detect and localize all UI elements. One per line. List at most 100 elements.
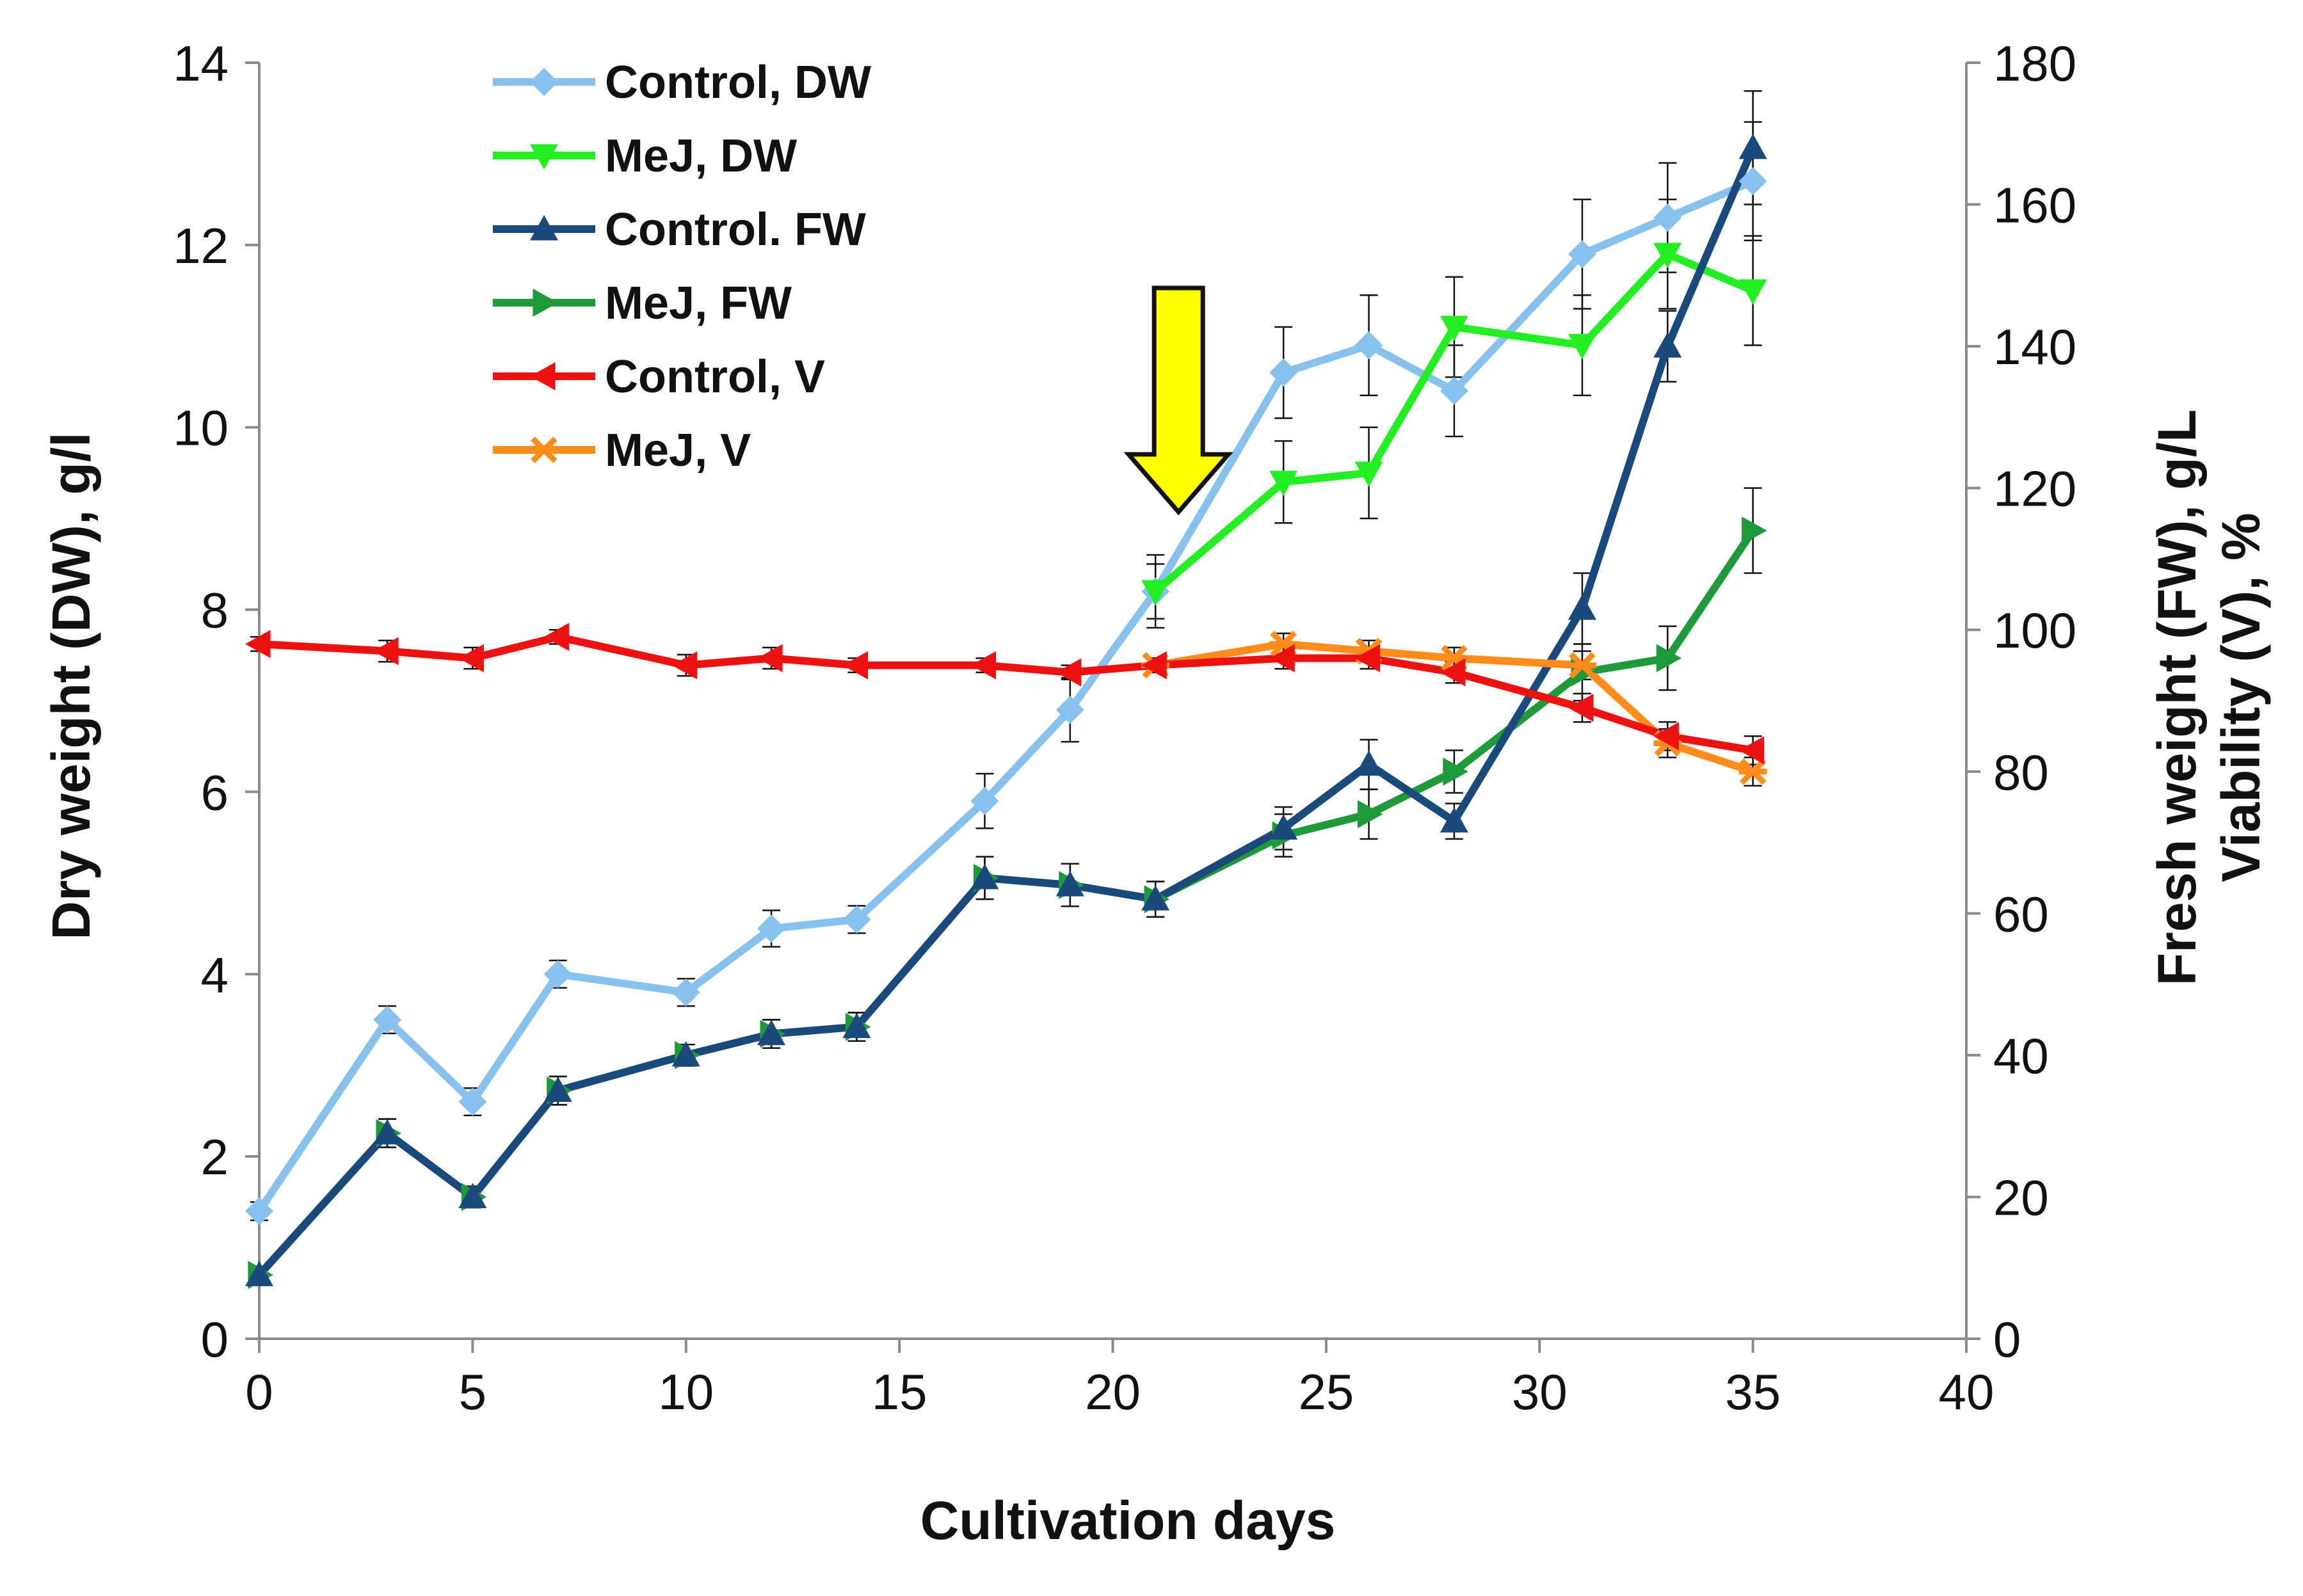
marker-control-fw <box>757 1019 786 1046</box>
marker-control-v <box>458 644 484 673</box>
marker-control-dw <box>543 960 572 989</box>
marker-control-v <box>1269 644 1295 673</box>
ticks: 0 5 10 15 20 25 30 35 40024681012140204060801001… <box>173 35 2076 1420</box>
marker-control-fw <box>1738 133 1767 159</box>
y-right-tick-label: 40 <box>1993 1028 2049 1084</box>
y-right-tick-label: 180 <box>1993 35 2076 92</box>
marker-control-fw <box>671 1041 700 1067</box>
legend-marker <box>530 362 556 390</box>
marker-control-dw <box>1269 358 1298 387</box>
x-tick-label: 20 <box>1085 1364 1141 1420</box>
marker-mej-fw <box>1742 516 1767 545</box>
marker-control-v <box>842 651 869 680</box>
marker-control-dw <box>1440 376 1468 405</box>
y-right-tick-label: 0 <box>1993 1311 2021 1368</box>
legend-label: MeJ, V <box>605 425 751 476</box>
marker-mej-v <box>1738 758 1767 785</box>
y-right-tick-label: 80 <box>1993 744 2049 801</box>
marker-control-v <box>757 644 783 673</box>
y-right-tick-label: 100 <box>1993 602 2076 658</box>
legend-label: MeJ, DW <box>605 131 797 182</box>
y-right-tick-label: 140 <box>1993 319 2076 375</box>
legend-entry: MeJ, DW <box>493 131 797 182</box>
y-right-tick-label: 60 <box>1993 886 2049 942</box>
marker-control-dw <box>1653 203 1682 232</box>
marker-control-v <box>245 630 271 658</box>
marker-control-v <box>1653 722 1679 751</box>
marker-control-fw <box>1141 885 1170 911</box>
y-right-tick-label: 160 <box>1993 177 2076 234</box>
mej-addition-arrow-icon <box>1123 285 1233 516</box>
marker-control-v <box>1440 658 1466 687</box>
x-axis-title: Cultivation days <box>920 1490 1336 1551</box>
marker-control-fw <box>842 1012 871 1039</box>
y-right-axis-title-line1: Fresh weight (FW), g/L <box>2147 410 2207 986</box>
y-right-axis-title-line2: Viability (V), % <box>2211 513 2271 882</box>
y-left-axis-title: Dry weight (DW), g/l <box>41 432 101 939</box>
x-tick-label: 5 <box>459 1364 486 1420</box>
marker-control-fw <box>970 863 999 890</box>
legend-entry: Control, V <box>493 351 825 403</box>
marker-control-dw <box>1354 331 1383 360</box>
marker-control-v <box>1055 658 1082 687</box>
marker-control-fw <box>458 1183 487 1209</box>
marker-control-dw <box>1738 167 1767 196</box>
x-tick-label: 35 <box>1725 1364 1781 1420</box>
marker-control-dw <box>245 1197 273 1225</box>
series-lines <box>256 146 1757 1278</box>
legend-marker <box>530 68 558 96</box>
legend-entry: MeJ, V <box>493 425 751 476</box>
marker-mej-dw <box>1738 279 1767 305</box>
marker-mej-dw <box>1653 243 1682 269</box>
marker-control-v <box>373 637 399 666</box>
marker-control-v <box>1738 736 1765 765</box>
series-line-control-dw <box>256 177 1754 1213</box>
marker-control-v <box>671 651 698 680</box>
marker-control-fw <box>543 1076 572 1102</box>
x-tick-label: 40 <box>1939 1364 1994 1420</box>
y-right-tick-label: 120 <box>1993 461 2076 517</box>
marker-mej-dw <box>1354 461 1383 487</box>
marker-control-v <box>970 651 997 680</box>
marker-mej-dw <box>1568 333 1596 360</box>
marker-control-dw <box>757 914 786 943</box>
marker-control-dw <box>1568 240 1596 269</box>
marker-control-dw <box>1055 696 1084 724</box>
marker-control-fw <box>1440 807 1468 833</box>
legend-label: Control, DW <box>605 57 871 108</box>
marker-control-fw <box>373 1119 402 1145</box>
x-tick-label: 30 <box>1512 1364 1568 1420</box>
legend-marker <box>530 144 558 170</box>
marker-control-fw <box>1269 814 1298 840</box>
legend-label: Control, V <box>605 351 825 403</box>
marker-control-dw <box>970 786 999 815</box>
y-left-tick-label: 4 <box>201 946 229 1003</box>
x-tick-label: 15 <box>872 1364 927 1420</box>
annotations <box>1123 285 1233 516</box>
marker-control-fw <box>1568 594 1596 620</box>
marker-control-v <box>1568 694 1594 722</box>
y-left-tick-label: 2 <box>201 1129 229 1185</box>
series-line-mej-fw <box>256 528 1756 1278</box>
marker-control-dw <box>842 905 871 934</box>
legend: Control, DW MeJ, DW Control. FW MeJ, FW Cont… <box>493 57 871 476</box>
marker-control-dw <box>458 1087 487 1116</box>
y-left-tick-label: 0 <box>201 1311 229 1368</box>
legend-marker <box>530 215 558 241</box>
legend-marker <box>533 289 558 317</box>
marker-control-v <box>1354 644 1381 673</box>
x-tick-label: 0 <box>245 1364 273 1420</box>
marker-mej-fw <box>1357 800 1383 829</box>
marker-control-v <box>543 623 570 651</box>
series-markers <box>245 133 1767 1289</box>
marker-control-fw <box>245 1261 273 1286</box>
y-right-tick-label: 20 <box>1993 1169 2049 1225</box>
series-line-control-fw <box>256 146 1757 1278</box>
legend-entry: Control, DW <box>493 57 871 108</box>
marker-mej-dw <box>1269 470 1298 497</box>
marker-control-fw <box>1055 871 1084 897</box>
y-left-tick-label: 12 <box>173 218 229 274</box>
legend-entry: Control. FW <box>493 204 866 255</box>
x-tick-label: 10 <box>658 1364 714 1420</box>
